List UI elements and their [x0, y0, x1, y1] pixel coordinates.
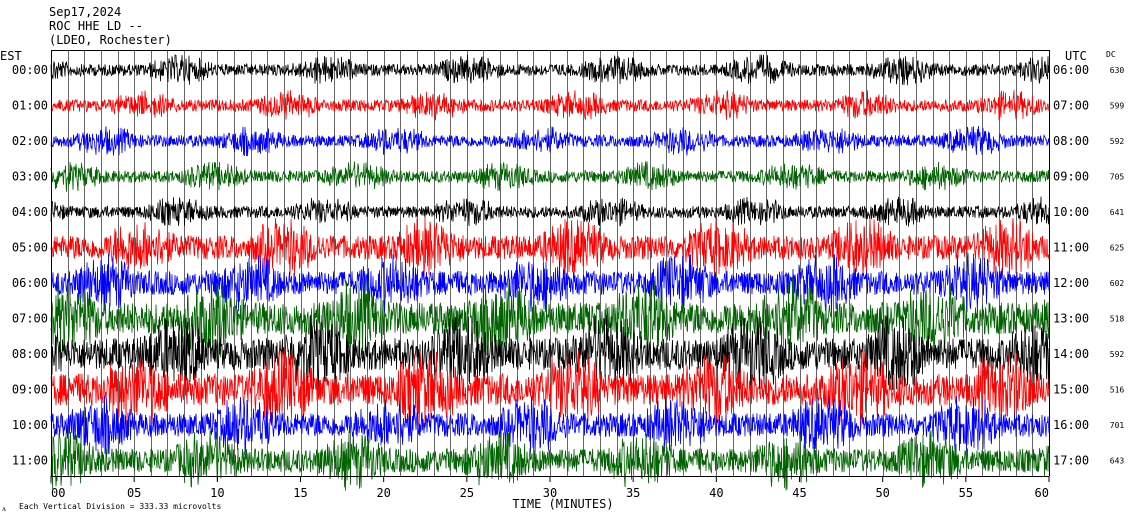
est-hour-label: 06:00	[12, 276, 48, 290]
utc-hour-label: 16:00	[1053, 418, 1089, 432]
utc-hour-label: 13:00	[1053, 312, 1089, 326]
est-hour-label: 00:00	[12, 63, 48, 77]
x-tick-label: 05	[127, 486, 141, 500]
x-tick-label: 55	[959, 486, 973, 500]
dc-offset-value: 643	[1110, 457, 1125, 466]
utc-hour-label: 08:00	[1053, 134, 1089, 148]
minute-gridlines	[68, 50, 1033, 476]
utc-hour-label: 11:00	[1053, 241, 1089, 255]
est-hour-label: 05:00	[12, 241, 48, 255]
x-tick-label: 40	[709, 486, 723, 500]
seismic-trace-0500	[50, 216, 1050, 279]
dc-offset-value: 705	[1110, 173, 1125, 182]
station-channel: ROC HHE LD --	[49, 19, 143, 33]
seismic-trace-0300	[50, 161, 1050, 192]
seismic-trace-0600	[50, 252, 1050, 314]
utc-hour-label: 10:00	[1053, 205, 1089, 219]
seismic-trace-0800	[50, 314, 1050, 395]
seismic-trace-0000	[50, 54, 1050, 86]
dc-offset-value: 599	[1110, 102, 1125, 111]
dc-offset-value: 592	[1110, 137, 1125, 146]
seismic-trace-0400	[50, 196, 1050, 227]
x-axis-title: TIME (MINUTES)	[512, 497, 613, 511]
dc-offset-value: 625	[1110, 244, 1125, 253]
est-hour-label: 11:00	[12, 454, 48, 468]
left-axis-title: EST	[0, 49, 22, 63]
est-hour-label: 09:00	[12, 383, 48, 397]
dc-offset-value: 641	[1110, 208, 1125, 217]
seismic-trace-0900	[50, 348, 1050, 430]
x-tick-label: 25	[460, 486, 474, 500]
x-tick-label: 15	[293, 486, 307, 500]
utc-hour-label: 17:00	[1053, 454, 1089, 468]
x-tick-label: 00	[51, 486, 65, 500]
dc-column-title: DC	[1106, 50, 1116, 59]
utc-hour-label: 06:00	[1053, 63, 1089, 77]
est-hour-label: 10:00	[12, 418, 48, 432]
x-tick-label: 10	[210, 486, 224, 500]
utc-hour-label: 09:00	[1053, 170, 1089, 184]
trace-layer	[50, 54, 1050, 491]
x-tick-label: 60	[1035, 486, 1049, 500]
dc-offset-value: 602	[1110, 279, 1125, 288]
utc-hour-label: 15:00	[1053, 383, 1089, 397]
seismic-trace-0200	[50, 125, 1050, 157]
vendor-logo: ᴧ	[2, 504, 6, 513]
est-hour-label: 07:00	[12, 312, 48, 326]
dc-offset-value: 518	[1110, 315, 1125, 324]
station-location: (LDEO, Rochester)	[49, 33, 172, 47]
utc-hour-label: 12:00	[1053, 276, 1089, 290]
vertical-scale-note: Each Vertical Division = 333.33 microvol…	[19, 502, 222, 511]
dc-offset-value: 516	[1110, 386, 1125, 395]
utc-hour-label: 14:00	[1053, 347, 1089, 361]
seismic-trace-1000	[50, 395, 1050, 456]
dc-offset-value: 630	[1110, 66, 1125, 75]
seismic-trace-0100	[50, 90, 1050, 121]
est-hour-label: 01:00	[12, 99, 48, 113]
est-hour-label: 04:00	[12, 205, 48, 219]
utc-hour-label: 07:00	[1053, 99, 1089, 113]
seismic-trace-0700	[50, 277, 1050, 360]
x-tick-label: 50	[875, 486, 889, 500]
est-hour-label: 02:00	[12, 134, 48, 148]
dc-offset-value: 592	[1110, 350, 1125, 359]
right-axis-title: UTC	[1065, 49, 1087, 63]
axis-labels: 00:00 06:00 630 01:00 07:00 599 02:00 08:00 592 0…	[12, 63, 1125, 511]
x-tick-label: 35	[626, 486, 640, 500]
x-tick-label: 45	[792, 486, 806, 500]
x-tick-label: 20	[376, 486, 390, 500]
est-hour-label: 03:00	[12, 170, 48, 184]
x-tick-label: 30	[543, 486, 557, 500]
dc-offset-value: 701	[1110, 421, 1125, 430]
est-hour-label: 08:00	[12, 347, 48, 361]
plot-date: Sep17,2024	[49, 5, 122, 19]
